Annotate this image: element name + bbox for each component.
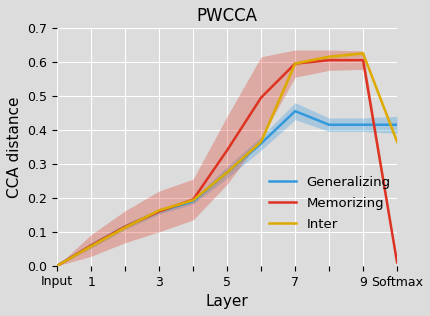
Inter xyxy=(224,170,230,174)
Inter xyxy=(258,140,264,144)
Generalizing xyxy=(123,225,128,228)
Inter xyxy=(292,62,298,65)
Inter xyxy=(157,209,162,212)
Generalizing xyxy=(394,123,399,127)
Y-axis label: CCA distance: CCA distance xyxy=(7,96,22,198)
Generalizing xyxy=(360,123,366,127)
Memorizing xyxy=(89,244,94,247)
Memorizing xyxy=(55,264,60,268)
Generalizing xyxy=(190,199,196,203)
Memorizing xyxy=(326,58,332,62)
Generalizing xyxy=(326,123,332,127)
Memorizing xyxy=(258,96,264,100)
Inter xyxy=(190,198,196,202)
Title: PWCCA: PWCCA xyxy=(197,7,258,25)
Memorizing xyxy=(224,148,230,152)
Line: Memorizing: Memorizing xyxy=(57,60,397,266)
Generalizing xyxy=(258,142,264,145)
Generalizing xyxy=(55,264,60,268)
Memorizing xyxy=(123,225,128,228)
Generalizing xyxy=(89,244,94,247)
Memorizing xyxy=(190,198,196,201)
Memorizing xyxy=(360,58,366,62)
Generalizing xyxy=(292,109,298,113)
Inter xyxy=(89,244,94,248)
X-axis label: Layer: Layer xyxy=(206,294,249,309)
Memorizing xyxy=(292,62,298,65)
Line: Generalizing: Generalizing xyxy=(57,111,397,266)
Legend: Generalizing, Memorizing, Inter: Generalizing, Memorizing, Inter xyxy=(269,176,390,231)
Line: Inter: Inter xyxy=(57,53,397,266)
Generalizing xyxy=(224,170,230,174)
Inter xyxy=(326,55,332,59)
Inter xyxy=(360,52,366,55)
Inter xyxy=(123,226,128,229)
Generalizing xyxy=(157,210,162,213)
Memorizing xyxy=(394,260,399,264)
Inter xyxy=(394,140,399,144)
Memorizing xyxy=(157,210,162,213)
Inter xyxy=(55,264,60,268)
